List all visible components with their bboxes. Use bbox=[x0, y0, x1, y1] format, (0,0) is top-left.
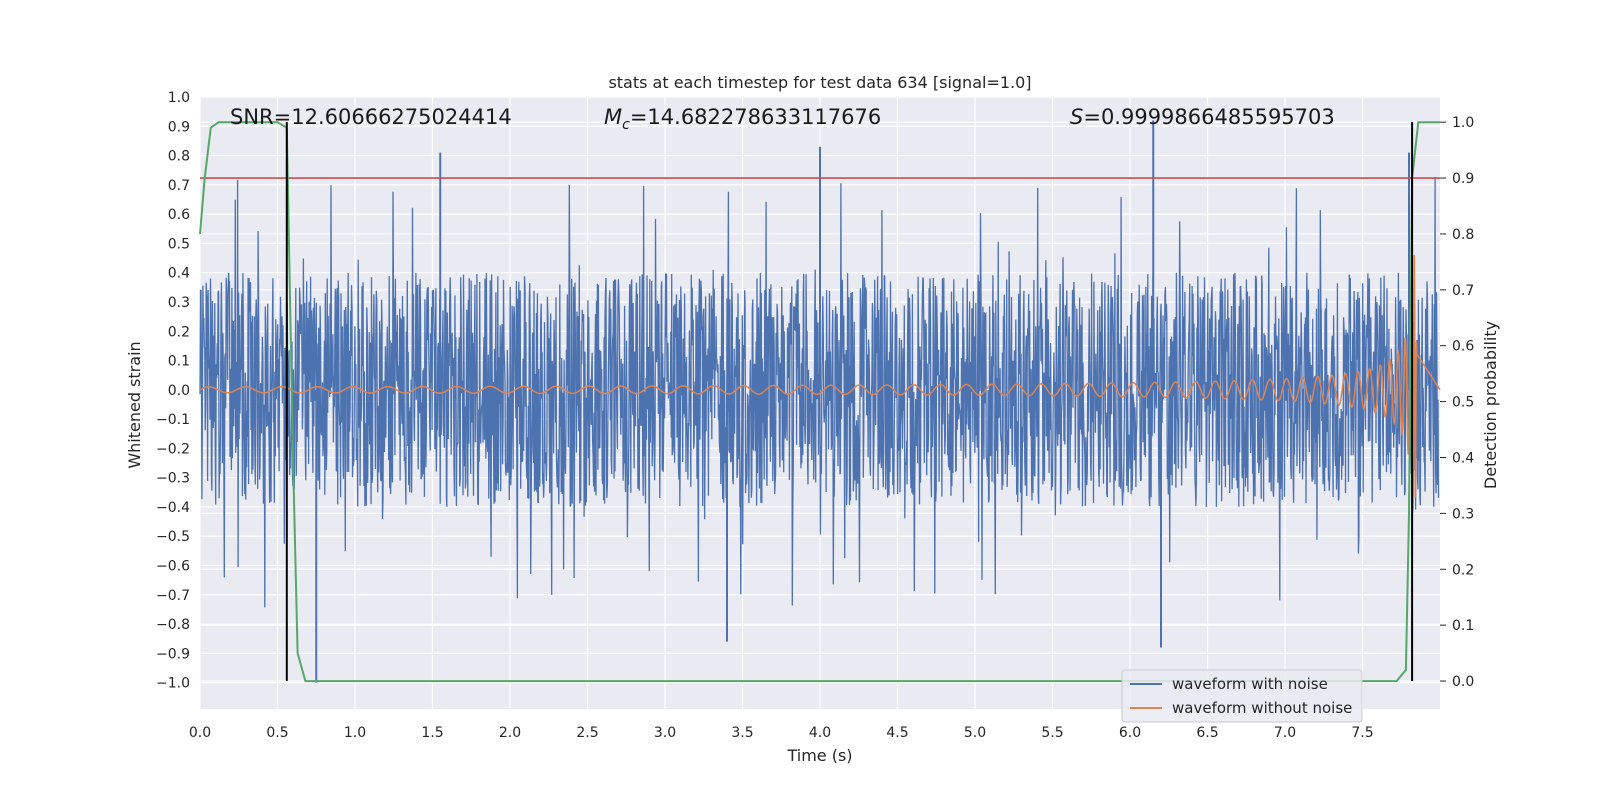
legend-label-noise: waveform with noise bbox=[1172, 675, 1328, 693]
x-tick-label: 2.0 bbox=[499, 725, 521, 741]
y-tick-label: 0.8 bbox=[168, 149, 190, 165]
y2-axis-label: Detection probability bbox=[1481, 321, 1500, 489]
x-tick-label: 3.5 bbox=[731, 725, 753, 741]
y2-tick-label: 0.9 bbox=[1452, 171, 1474, 187]
mc-symbol: M bbox=[604, 105, 622, 129]
y-tick-label: −0.8 bbox=[156, 617, 190, 633]
y-tick-label: −1.0 bbox=[156, 676, 190, 692]
x-tick-label: 1.5 bbox=[421, 725, 443, 741]
y-tick-label: 1.0 bbox=[168, 90, 190, 106]
y-tick-labels: −1.0 −0.9 −0.8 −0.7 −0.6 −0.5 −0.4 −0.3 −0.2 −0.1… bbox=[156, 90, 190, 692]
x-tick-label: 0.5 bbox=[266, 725, 288, 741]
y-tick-label: −0.1 bbox=[156, 412, 190, 428]
x-tick-label: 3.0 bbox=[654, 725, 676, 741]
clean-trace bbox=[199, 255, 1441, 513]
y-tick-label: 0.3 bbox=[168, 295, 190, 311]
y-axis-label: Whitened strain bbox=[125, 341, 144, 468]
x-tick-label: 1.0 bbox=[344, 725, 366, 741]
y-tick-label: 0.1 bbox=[168, 354, 190, 370]
s-symbol: S bbox=[1070, 105, 1083, 129]
legend: waveform with noise waveform without noi… bbox=[1121, 669, 1363, 723]
y2-tick-label: 0.7 bbox=[1452, 283, 1474, 299]
snr-annotation: SNR=12.60666275024414 bbox=[230, 105, 512, 129]
s-annotation: S=0.9999866485595703 bbox=[1070, 105, 1335, 129]
y2-tick-label: 0.3 bbox=[1452, 506, 1474, 522]
y-tick-label: −0.2 bbox=[156, 441, 190, 457]
y-tick-label: 0.0 bbox=[168, 383, 190, 399]
x-tick-labels: 0.0 0.5 1.0 1.5 2.0 2.5 3.0 3.5 4.0 4.5 5.0 5.5 6.0 6… bbox=[189, 725, 1374, 741]
series-waveform-without-noise bbox=[199, 255, 1441, 513]
probability-trace bbox=[199, 121, 1440, 683]
y-tick-label: −0.5 bbox=[156, 529, 190, 545]
y-tick-label: 0.6 bbox=[168, 207, 190, 223]
s-value: =0.9999866485595703 bbox=[1083, 105, 1334, 129]
y-tick-label: 0.5 bbox=[168, 236, 190, 252]
y-tick-label: 0.4 bbox=[168, 266, 190, 282]
x-tick-label: 7.5 bbox=[1351, 725, 1373, 741]
mc-value: =14.682278633117676 bbox=[630, 105, 881, 129]
vertical-markers bbox=[285, 122, 1414, 682]
y2-tick-label: 1.0 bbox=[1452, 115, 1474, 131]
y2-tick-label: 0.2 bbox=[1452, 562, 1474, 578]
chirp-mass-annotation: Mc=14.682278633117676 bbox=[604, 105, 881, 133]
y-tick-label: −0.7 bbox=[156, 588, 190, 604]
x-tick-label: 5.5 bbox=[1041, 725, 1063, 741]
y-tick-label: −0.3 bbox=[156, 471, 190, 487]
y2-tick-label: 0.8 bbox=[1452, 227, 1474, 243]
x-tick-label: 4.0 bbox=[809, 725, 831, 741]
y2-tick-label: 0.5 bbox=[1452, 395, 1474, 411]
legend-box bbox=[1121, 669, 1363, 723]
series-detection-probability bbox=[199, 121, 1440, 683]
y2-tick-label: 0.1 bbox=[1452, 618, 1474, 634]
y2-tick-labels: 0.0 0.1 0.2 0.3 0.4 0.5 0.6 0.7 0.8 0.9 1.0 bbox=[1440, 115, 1474, 690]
y-tick-label: −0.6 bbox=[156, 559, 190, 575]
chart-title: stats at each timestep for test data 634… bbox=[608, 73, 1031, 92]
x-tick-label: 4.5 bbox=[886, 725, 908, 741]
y-tick-label: 0.7 bbox=[168, 178, 190, 194]
y2-tick-label: 0.4 bbox=[1452, 450, 1474, 466]
x-axis-label: Time (s) bbox=[786, 746, 852, 765]
y2-tick-label: 0.0 bbox=[1452, 674, 1474, 690]
x-tick-label: 5.0 bbox=[964, 725, 986, 741]
legend-label-clean: waveform without noise bbox=[1172, 699, 1352, 717]
y-tick-label: −0.4 bbox=[156, 500, 190, 516]
x-tick-label: 7.0 bbox=[1274, 725, 1296, 741]
y-tick-label: −0.9 bbox=[156, 646, 190, 662]
x-tick-label: 6.0 bbox=[1119, 725, 1141, 741]
x-tick-label: 6.5 bbox=[1196, 725, 1218, 741]
x-tick-label: 0.0 bbox=[189, 725, 211, 741]
x-tick-label: 2.5 bbox=[576, 725, 598, 741]
y-tick-label: 0.2 bbox=[168, 324, 190, 340]
y2-tick-label: 0.6 bbox=[1452, 339, 1474, 355]
y-tick-label: 0.9 bbox=[168, 119, 190, 135]
mc-subscript: c bbox=[622, 117, 630, 133]
